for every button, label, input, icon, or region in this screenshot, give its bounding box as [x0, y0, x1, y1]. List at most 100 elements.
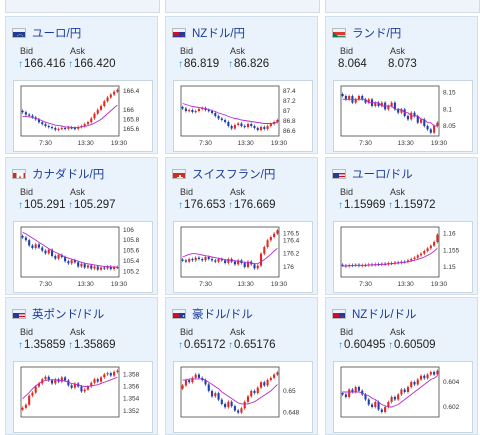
up-arrow-icon: ↑: [338, 340, 343, 351]
bid-number: 0.65172: [184, 339, 226, 351]
flag-nz-icon: [332, 309, 346, 319]
candle: [374, 402, 376, 407]
candle: [84, 264, 86, 268]
pair-name[interactable]: NZドル/ドル: [352, 306, 417, 322]
bid-number: 176.653: [184, 199, 226, 211]
candle: [420, 376, 422, 380]
candle: [234, 262, 236, 265]
pair-name[interactable]: ユーロ/ドル: [352, 166, 413, 182]
candle: [218, 116, 220, 119]
candle: [64, 128, 66, 129]
bid-value: ↑105.291: [18, 199, 66, 211]
pair-name[interactable]: カナダドル/円: [32, 166, 104, 182]
tile-header: NZドル/円: [172, 25, 245, 41]
ask-number: 1.15972: [394, 199, 436, 211]
ask-label: Ask: [230, 327, 245, 337]
candle: [28, 240, 30, 245]
candle: [263, 127, 265, 129]
y-tick-label: 0.604: [443, 379, 460, 386]
previous-row-edge: [325, 0, 480, 13]
candle: [71, 260, 73, 263]
candle: [198, 258, 200, 259]
pair-name[interactable]: スイスフラン/円: [192, 166, 275, 182]
y-tick-label: 166.4: [123, 88, 140, 95]
x-tick-label: 19:30: [271, 140, 288, 147]
candle: [267, 126, 269, 129]
tile-header: 豪ドル/ドル: [172, 306, 253, 322]
candle: [433, 372, 435, 375]
candle: [224, 260, 226, 263]
candle: [348, 390, 350, 398]
plot-frame: [341, 86, 439, 136]
bid-number: 8.064: [338, 58, 367, 70]
candle: [273, 375, 275, 378]
candle: [342, 94, 344, 96]
candle: [270, 124, 272, 126]
y-tick-label: 1.356: [123, 384, 140, 391]
up-arrow-icon: ↑: [18, 340, 23, 351]
candle: [276, 372, 278, 374]
ask-number: 0.65176: [234, 339, 276, 351]
x-tick-label: 19:30: [431, 281, 448, 288]
candle: [195, 111, 197, 112]
candle: [413, 258, 415, 259]
candle: [204, 257, 206, 260]
moving-average-line: [183, 248, 278, 263]
tile-header: スイスフラン/円: [172, 166, 275, 182]
pair-name[interactable]: 豪ドル/ドル: [192, 306, 253, 322]
y-tick-label: 1.354: [123, 396, 140, 403]
candle: [93, 379, 95, 383]
candle: [87, 387, 89, 390]
rate-tile[interactable]: ランド/円BidAsk↑8.064↑8.0738.158.18.057:3013…: [325, 16, 478, 154]
pair-name[interactable]: 英ポンド/ドル: [32, 306, 104, 322]
bid-value: ↑166.416: [18, 58, 66, 70]
ask-value: ↑1.15972: [388, 199, 436, 211]
ask-number: 86.826: [234, 58, 269, 70]
ask-number: 166.420: [74, 58, 116, 70]
candle: [355, 387, 357, 392]
candle: [260, 254, 262, 266]
candle: [221, 119, 223, 121]
x-tick-label: 7:30: [39, 281, 52, 288]
pair-name[interactable]: ランド/円: [352, 25, 401, 41]
candle: [436, 235, 438, 242]
candle: [397, 395, 399, 400]
y-tick-label: 1.15: [443, 264, 456, 271]
candle: [276, 230, 278, 233]
moving-average-line: [23, 232, 118, 267]
candle: [391, 103, 393, 106]
candle: [433, 242, 435, 246]
pair-name[interactable]: NZドル/円: [192, 25, 245, 41]
candle: [214, 393, 216, 396]
flag-ch-icon: [172, 169, 186, 179]
moving-average-line: [343, 248, 438, 266]
candle: [182, 107, 184, 109]
x-tick-label: 13:30: [78, 140, 95, 147]
candle: [270, 378, 272, 380]
bid-value: ↑1.15969: [338, 199, 386, 211]
candle: [67, 127, 69, 128]
up-arrow-icon: ↑: [18, 59, 23, 70]
candle: [198, 109, 200, 111]
candle: [84, 124, 86, 126]
pair-name[interactable]: ユーロ/円: [32, 25, 81, 41]
bid-label: Bid: [180, 327, 193, 337]
y-tick-label: 86.8: [283, 118, 296, 125]
